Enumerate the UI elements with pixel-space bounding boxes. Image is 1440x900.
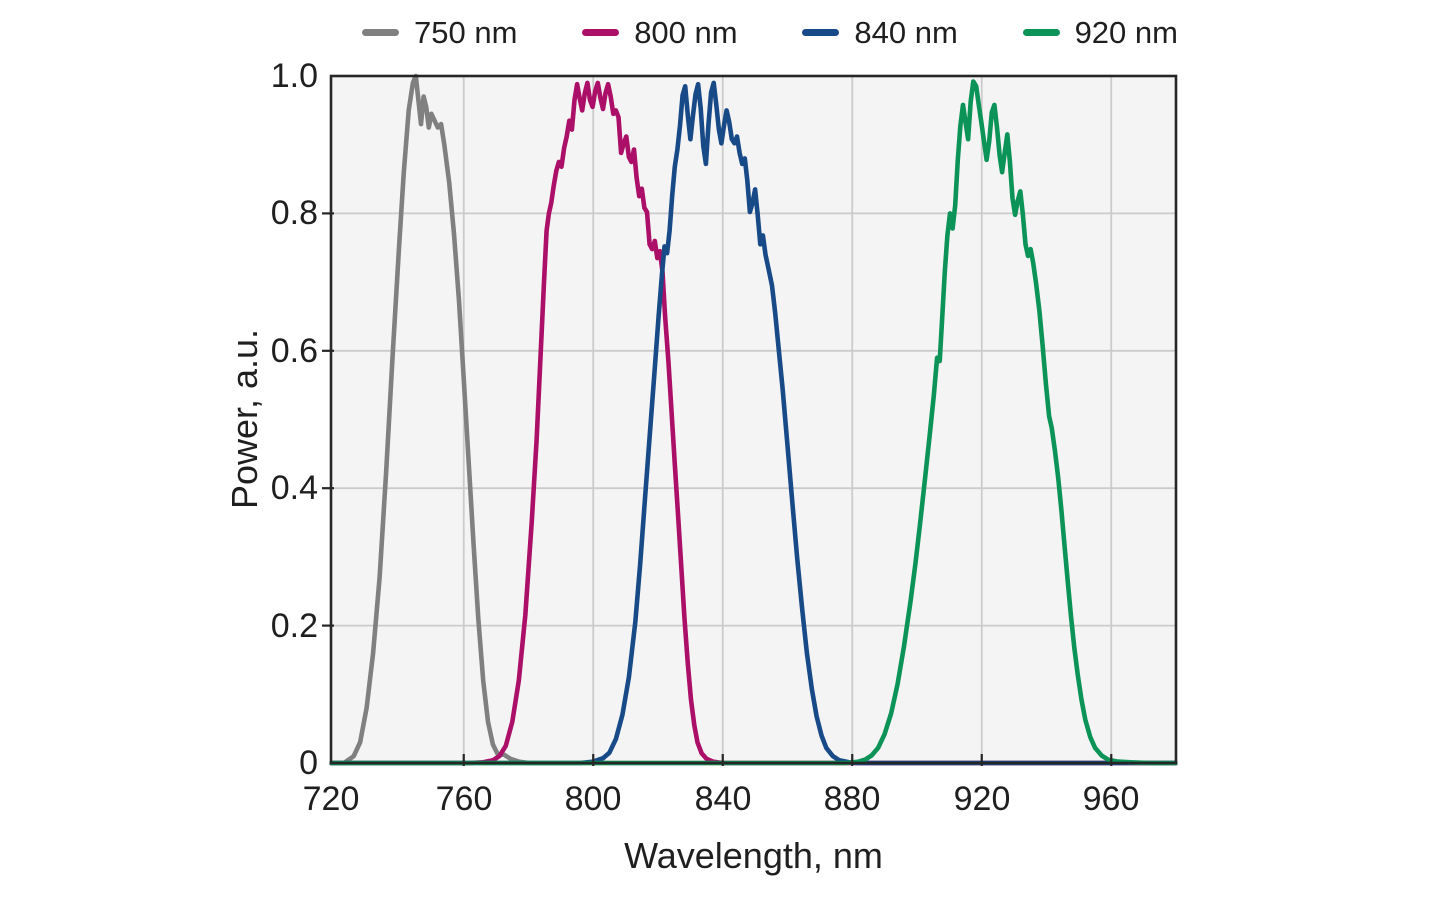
series-curve-840nm [329,80,1178,766]
x-tick-label-840: 840 [694,780,752,818]
series-curve-920nm [329,79,1178,766]
legend-label-750nm: 750 nm [414,14,518,50]
x-tick-label-920: 920 [953,780,1011,818]
x-tick-label-800: 800 [564,780,622,818]
x-tick-label-960: 960 [1082,780,1140,818]
y-tick-label-1.0: 1.0 [270,57,318,95]
y-tick-label-0.4: 0.4 [270,469,318,507]
y-tick-label-0.2: 0.2 [270,607,318,645]
legend-label-920nm: 920 nm [1074,14,1178,50]
legend: 750 nm 800 nm 840 nm 920 nm [362,12,1178,52]
legend-marker-840nm-line [802,28,840,36]
legend-marker-800nm-line [582,28,620,36]
series-curve-750nm [329,73,1178,766]
y-tick-label-0: 0 [299,744,318,782]
legend-marker-920nm-line [1022,28,1060,36]
y-tick-label-0.6: 0.6 [270,332,318,370]
legend-label-840nm: 840 nm [854,14,958,50]
legend-item-750nm: 750 nm [362,17,517,48]
legend-marker-750nm-line [362,28,399,36]
series-curve-800nm [329,80,1178,766]
x-tick-label-720: 720 [302,780,360,818]
legend-label-800nm: 800 nm [634,14,738,50]
x-tick-label-880: 880 [823,780,881,818]
legend-item-920nm: 920 nm [1022,14,1178,50]
plot-frame [329,74,1178,765]
legend-item-840nm: 840 nm [802,14,958,50]
y-tick-label-0.8: 0.8 [270,194,318,232]
x-tick-label-760: 760 [435,780,493,818]
y-axis-title: Power, a.u. [224,328,265,510]
x-axis-title: Wavelength, nm [624,835,883,876]
legend-item-800nm: 800 nm [582,14,738,50]
